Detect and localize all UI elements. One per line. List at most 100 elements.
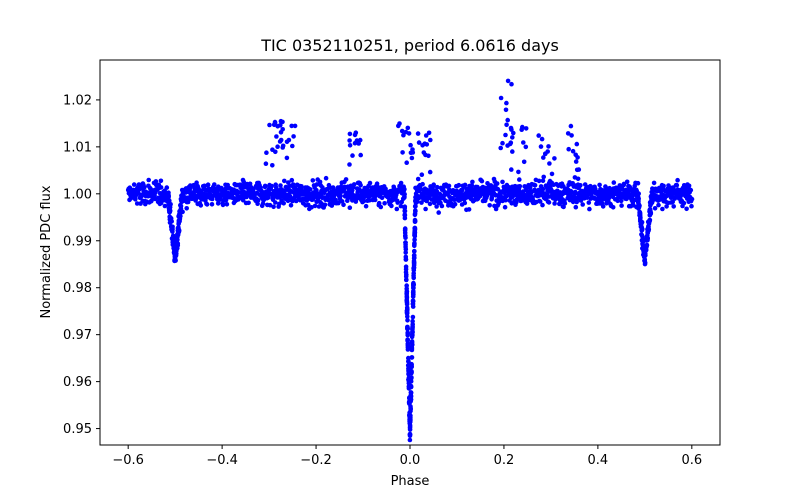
data-point xyxy=(412,255,417,261)
data-point xyxy=(202,183,207,189)
data-point xyxy=(547,161,552,166)
data-point xyxy=(405,337,411,343)
data-point xyxy=(220,202,226,208)
data-point xyxy=(410,318,415,324)
data-point xyxy=(407,437,413,443)
data-point xyxy=(394,206,400,212)
data-point xyxy=(378,204,384,210)
x-axis: −0.6 −0.4 −0.2 0.0 0.2 0.4 0.6 xyxy=(112,445,702,468)
data-point xyxy=(269,183,275,189)
data-point xyxy=(402,187,407,192)
data-point xyxy=(410,294,416,299)
data-point xyxy=(399,128,405,134)
data-point xyxy=(338,193,343,199)
data-point xyxy=(504,122,509,128)
data-point xyxy=(410,314,416,320)
data-point xyxy=(291,134,296,139)
data-point xyxy=(280,127,286,132)
data-point xyxy=(421,150,427,155)
data-point xyxy=(347,205,353,210)
data-point xyxy=(619,203,624,208)
data-point xyxy=(566,146,571,152)
data-point xyxy=(446,183,452,189)
data-point xyxy=(408,393,414,398)
data-point xyxy=(462,182,468,188)
data-point xyxy=(403,274,409,279)
data-point xyxy=(413,208,418,213)
scatter-points xyxy=(125,78,695,443)
data-point xyxy=(419,200,424,205)
data-point xyxy=(405,325,410,330)
data-point xyxy=(131,182,137,187)
data-point xyxy=(503,132,508,138)
data-point xyxy=(541,155,546,160)
data-point xyxy=(511,130,516,136)
data-point xyxy=(649,199,654,205)
data-point xyxy=(404,283,410,288)
data-point xyxy=(660,206,665,212)
data-point xyxy=(352,140,358,146)
data-point xyxy=(656,202,661,208)
data-point xyxy=(412,248,417,254)
data-point xyxy=(134,201,140,206)
data-point xyxy=(158,185,164,190)
data-point xyxy=(641,243,646,249)
data-point xyxy=(517,177,522,182)
data-point xyxy=(675,177,680,183)
data-point xyxy=(363,203,369,209)
data-point xyxy=(523,144,529,150)
data-point xyxy=(424,142,430,147)
data-point xyxy=(574,167,580,173)
data-point xyxy=(405,125,411,131)
data-point xyxy=(146,177,151,183)
data-point xyxy=(317,179,323,185)
data-point xyxy=(402,213,408,218)
data-point xyxy=(644,235,650,241)
data-point xyxy=(610,205,616,210)
data-point xyxy=(427,201,433,207)
chart-title: TIC 0352110251, period 6.0616 days xyxy=(260,36,559,55)
data-point xyxy=(343,177,349,182)
data-point xyxy=(427,169,433,175)
data-point xyxy=(636,202,641,208)
data-point xyxy=(263,161,269,166)
data-point xyxy=(278,123,283,128)
data-point xyxy=(532,183,538,188)
data-point xyxy=(409,355,415,360)
y-tick-label: 0.95 xyxy=(63,422,92,437)
data-point xyxy=(536,133,541,138)
y-tick-label: 1.02 xyxy=(63,93,92,108)
data-point xyxy=(352,132,358,138)
data-point xyxy=(670,199,675,205)
data-point xyxy=(469,183,475,188)
data-point xyxy=(436,210,442,215)
data-point xyxy=(416,140,422,145)
data-point xyxy=(466,207,472,212)
data-point xyxy=(462,200,468,206)
data-point xyxy=(351,182,357,187)
data-point xyxy=(573,204,579,210)
data-point xyxy=(275,144,280,149)
data-point xyxy=(171,249,177,254)
data-point xyxy=(153,179,159,184)
data-point xyxy=(400,150,405,155)
data-point xyxy=(255,197,261,203)
data-point xyxy=(262,183,268,189)
x-tick-label: −0.6 xyxy=(112,453,144,468)
data-point xyxy=(376,200,382,206)
data-point xyxy=(510,149,515,154)
data-point xyxy=(661,183,666,189)
data-point xyxy=(404,289,410,294)
data-point xyxy=(573,159,579,164)
data-point xyxy=(649,189,654,195)
data-point xyxy=(312,203,318,209)
data-point xyxy=(158,178,164,184)
y-tick-label: 0.97 xyxy=(63,328,92,343)
data-point xyxy=(408,404,413,409)
x-tick-label: −0.2 xyxy=(300,453,332,468)
data-point xyxy=(674,182,680,188)
data-point xyxy=(585,192,591,198)
x-tick-label: 0.4 xyxy=(588,453,609,468)
data-point xyxy=(638,216,643,221)
data-point xyxy=(516,169,521,175)
